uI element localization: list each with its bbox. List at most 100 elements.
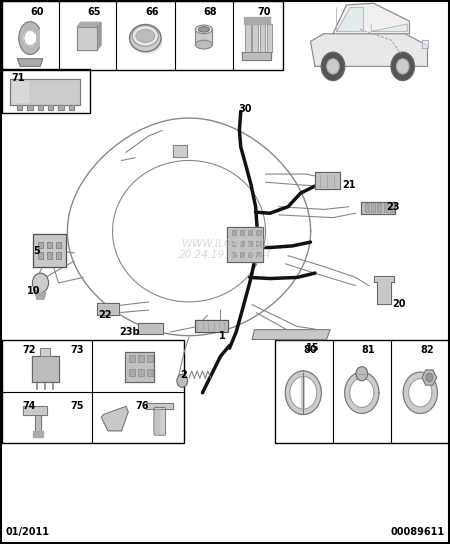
Bar [248,230,252,235]
Bar [2,69,90,113]
Bar [147,369,153,375]
Polygon shape [32,356,58,382]
Bar [38,242,43,248]
Polygon shape [245,24,251,52]
Bar [383,203,388,212]
Text: 66: 66 [145,7,159,16]
Polygon shape [146,403,173,409]
Ellipse shape [134,29,163,54]
Bar [139,355,144,362]
Text: 81: 81 [362,345,375,355]
Polygon shape [13,82,28,102]
Polygon shape [24,30,35,46]
Polygon shape [315,172,340,189]
Circle shape [177,374,188,387]
Ellipse shape [136,29,155,42]
Polygon shape [337,8,364,32]
Ellipse shape [195,40,212,49]
Polygon shape [374,276,394,304]
Bar [240,230,244,235]
Text: 23b: 23b [119,327,140,337]
Polygon shape [139,323,163,334]
Polygon shape [195,29,212,45]
Bar [56,252,61,259]
Circle shape [391,52,414,81]
Text: WWW.ILCATS.RU: WWW.ILCATS.RU [182,239,268,249]
FancyBboxPatch shape [154,407,166,435]
Polygon shape [68,105,74,110]
Bar [248,251,252,257]
Polygon shape [260,24,265,52]
Bar [232,251,236,257]
Polygon shape [310,34,428,66]
Polygon shape [38,105,43,110]
Bar [240,251,244,257]
Bar [47,242,52,248]
Polygon shape [361,202,395,214]
Text: 15: 15 [306,343,319,353]
Ellipse shape [132,26,158,46]
Polygon shape [97,22,101,50]
Polygon shape [27,105,33,110]
Text: 10: 10 [27,286,40,295]
Polygon shape [371,24,407,32]
Bar [377,203,382,212]
Polygon shape [422,40,427,48]
Polygon shape [345,372,379,413]
Polygon shape [40,348,50,356]
Text: 1: 1 [219,331,226,341]
Polygon shape [48,105,54,110]
Bar [364,203,369,212]
Text: 5: 5 [34,246,40,256]
Polygon shape [10,79,80,105]
Text: 80: 80 [304,345,317,355]
Bar [232,230,236,235]
Text: 60: 60 [30,7,44,16]
Polygon shape [267,24,272,52]
Polygon shape [285,371,321,415]
Bar [38,252,43,259]
Bar [248,240,252,246]
Polygon shape [77,27,97,50]
Text: 70: 70 [258,7,271,16]
Circle shape [356,367,368,381]
Bar [240,240,244,246]
Circle shape [426,373,433,382]
Text: 20.24.19.65.2024: 20.24.19.65.2024 [179,250,271,259]
Polygon shape [58,105,64,110]
Polygon shape [35,293,46,299]
Polygon shape [244,17,270,24]
Text: 82: 82 [420,345,434,355]
Bar [256,240,261,246]
Text: 20: 20 [392,299,406,309]
Polygon shape [252,24,258,52]
Ellipse shape [130,24,161,52]
Polygon shape [77,22,101,27]
Bar [147,355,153,362]
Polygon shape [194,320,228,332]
Polygon shape [252,330,330,339]
Circle shape [321,52,345,81]
Polygon shape [97,303,119,315]
Bar [390,203,394,212]
Text: 72: 72 [22,345,36,355]
Polygon shape [17,105,22,110]
Text: 2: 2 [180,370,187,380]
Text: 23: 23 [386,202,400,212]
Polygon shape [35,415,41,431]
Polygon shape [101,406,128,431]
Bar [256,251,261,257]
Text: 30: 30 [238,104,252,114]
Text: 00089611: 00089611 [391,528,445,537]
Bar [47,252,52,259]
Polygon shape [22,406,47,415]
Polygon shape [18,59,43,66]
Bar [139,369,144,375]
Bar [2,340,184,443]
Text: 21: 21 [342,180,356,189]
Bar [275,340,449,443]
Circle shape [32,273,49,293]
Polygon shape [125,353,154,382]
Polygon shape [33,234,67,267]
Ellipse shape [195,25,212,34]
